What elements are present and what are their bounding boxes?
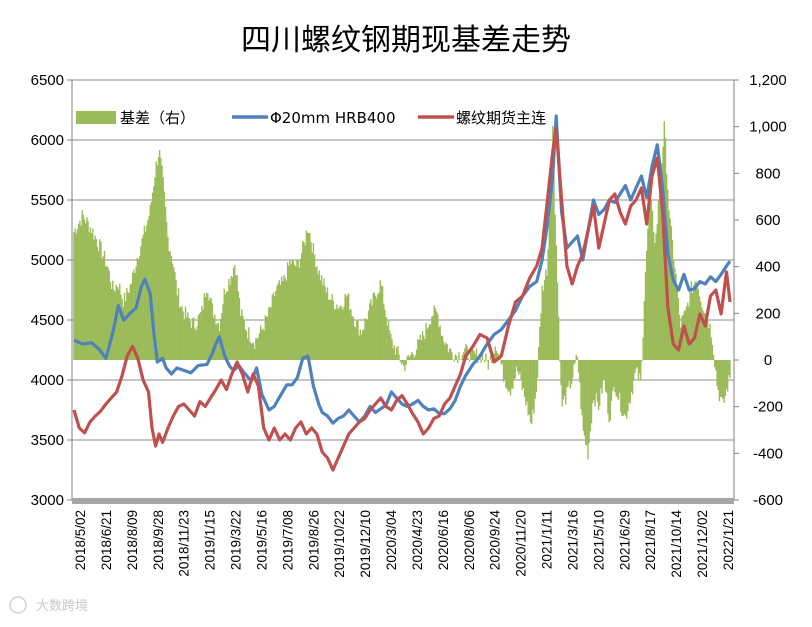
x-tick-label: 2018/9/28 xyxy=(151,510,166,570)
right-tick-label: -400 xyxy=(753,445,783,462)
spot-price-line xyxy=(73,114,732,425)
futures-price-line xyxy=(72,126,732,472)
x-tick-label: 2019/5/16 xyxy=(254,510,269,570)
left-tick-label: 5000 xyxy=(31,252,64,269)
x-tick-label: 2019/12/10 xyxy=(358,510,373,578)
right-tick-label: 1,200 xyxy=(749,72,787,89)
left-tick-label: 3500 xyxy=(31,432,64,449)
right-tick-label: 400 xyxy=(755,259,780,276)
x-tick-label: 2020/8/06 xyxy=(462,510,477,570)
x-tick-label: 2019/8/26 xyxy=(306,510,321,570)
right-tick-label: 0 xyxy=(764,352,772,369)
x-tick-label: 2020/3/04 xyxy=(384,510,399,571)
left-tick-label: 4500 xyxy=(31,312,64,329)
x-tick-label: 2020/9/24 xyxy=(488,510,503,571)
x-tick-label: 2018/6/21 xyxy=(99,510,114,570)
x-tick-label: 2019/7/08 xyxy=(280,510,295,570)
x-axis-bar xyxy=(72,498,734,504)
x-tick-label: 2021/1/11 xyxy=(540,510,555,569)
x-tick-label: 2018/8/09 xyxy=(125,510,140,570)
left-tick-label: 6000 xyxy=(31,132,64,149)
watermark-text: 大数跨境 xyxy=(36,599,88,614)
x-tick-label: 2019/3/22 xyxy=(229,510,244,570)
legend-label-basis: 基差（右） xyxy=(120,109,195,127)
left-tick-label: 5500 xyxy=(31,192,64,209)
x-tick-label: 2019/1/15 xyxy=(203,510,218,570)
right-tick-label: 800 xyxy=(755,165,780,182)
watermark: 大数跨境 xyxy=(9,596,88,614)
x-tick-label: 2021/6/29 xyxy=(617,510,632,570)
legend: 基差（右） Φ20mm HRB400 螺纹期货主连 xyxy=(76,109,546,127)
legend-label-futures: 螺纹期货主连 xyxy=(456,109,546,127)
x-tick-label: 2018/5/02 xyxy=(73,510,88,570)
x-tick-label: 2020/11/20 xyxy=(514,510,529,577)
right-tick-label: 1,000 xyxy=(749,119,787,136)
x-tick-label: 2021/12/02 xyxy=(695,510,710,578)
right-tick-label: 200 xyxy=(755,305,780,322)
x-tick-label: 2020/6/16 xyxy=(436,510,451,570)
x-tick-label: 2021/3/16 xyxy=(565,510,580,570)
axes: 30003500400045005000550060006500-600-400… xyxy=(31,72,787,578)
x-tick-label: 2018/11/23 xyxy=(177,510,192,577)
right-tick-label: 600 xyxy=(755,212,780,229)
left-tick-label: 4000 xyxy=(31,372,64,389)
chart-title: 四川螺纹钢期现基差走势 xyxy=(241,23,571,58)
left-tick-label: 6500 xyxy=(31,72,64,89)
x-tick-label: 2019/10/22 xyxy=(332,510,347,578)
left-tick-label: 3000 xyxy=(31,492,64,509)
watermark-logo-icon xyxy=(9,596,27,614)
right-tick-label: -600 xyxy=(753,492,783,509)
x-tick-label: 2022/1/21 xyxy=(721,510,736,570)
x-tick-label: 2021/8/17 xyxy=(643,510,658,570)
legend-swatch-basis xyxy=(76,111,116,124)
basis-area-series xyxy=(73,121,731,460)
x-tick-label: 2021/5/10 xyxy=(591,510,606,570)
right-tick-label: -200 xyxy=(753,399,783,416)
x-tick-label: 2021/10/14 xyxy=(669,510,684,578)
line-series xyxy=(72,114,732,472)
legend-label-spot: Φ20mm HRB400 xyxy=(270,109,396,127)
x-tick-label: 2020/4/23 xyxy=(410,510,425,570)
